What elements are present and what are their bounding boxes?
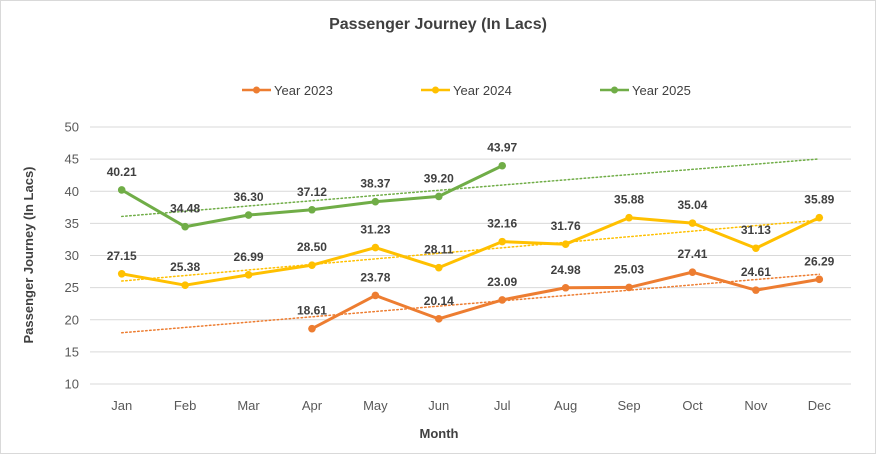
data-label-year-2024-sep: 35.88 — [614, 193, 644, 207]
data-point-year-2023-jul[interactable] — [498, 296, 507, 304]
data-label-year-2024-mar: 26.99 — [234, 250, 264, 264]
x-axis-title: Month — [420, 426, 459, 441]
x-tick-label-jun: Jun — [428, 398, 449, 413]
data-point-year-2023-dec[interactable] — [815, 275, 824, 284]
data-point-year-2024-may[interactable] — [371, 243, 380, 252]
data-point-year-2024-jan[interactable] — [117, 270, 126, 278]
y-tick-label: 40 — [65, 184, 79, 199]
legend-item-year-2025[interactable]: Year 2025 — [600, 83, 691, 98]
data-point-year-2024-nov[interactable] — [752, 244, 760, 253]
data-label-year-2024-jan: 27.15 — [107, 249, 137, 263]
data-label-year-2024-may: 31.23 — [360, 223, 390, 237]
y-tick-label: 30 — [65, 248, 79, 263]
data-point-year-2024-jul[interactable] — [498, 237, 507, 246]
plot-area: 10 15 20 25 30 35 40 45 50 Jan Feb Mar Apr May Jun Jul A… — [65, 120, 851, 413]
data-label-year-2024-jun: 28.11 — [424, 243, 454, 257]
data-point-year-2023-jun[interactable] — [434, 315, 443, 323]
y-tick-label: 50 — [65, 120, 79, 135]
data-point-year-2023-may[interactable] — [371, 291, 380, 300]
data-label-year-2023-jun: 20.14 — [424, 294, 454, 308]
y-tick-label: 25 — [65, 280, 79, 295]
trendline-year-2024 — [120, 219, 821, 282]
data-point-year-2024-dec[interactable] — [815, 213, 824, 222]
legend: Year 2023 Year 2024 Year 2025 — [242, 83, 691, 98]
legend-label-year-2023: Year 2023 — [274, 83, 333, 98]
data-label-year-2025-jan: 40.21 — [107, 165, 137, 179]
legend-item-year-2023[interactable]: Year 2023 — [242, 83, 333, 98]
y-axis-title: Passenger Journey (In Lacs) — [21, 166, 36, 343]
data-label-year-2025-jul: 43.97 — [487, 141, 517, 155]
data-point-year-2025-mar[interactable] — [244, 211, 253, 219]
chart-title: Passenger Journey (In Lacs) — [329, 16, 547, 33]
data-label-year-2024-aug: 31.76 — [551, 219, 581, 233]
data-label-year-2024-jul: 32.16 — [487, 217, 517, 231]
data-label-year-2023-aug: 24.98 — [551, 263, 581, 277]
data-point-year-2024-jun[interactable] — [434, 263, 443, 272]
data-label-year-2024-oct: 35.04 — [677, 198, 707, 212]
x-tick-label-oct: Oct — [682, 398, 703, 413]
data-point-year-2024-mar[interactable] — [244, 271, 253, 279]
data-point-year-2023-apr[interactable] — [308, 324, 316, 333]
data-label-year-2025-apr: 37.12 — [297, 185, 327, 199]
data-point-year-2023-sep[interactable] — [625, 283, 633, 292]
x-tick-label-nov: Nov — [744, 398, 768, 413]
data-point-year-2023-nov[interactable] — [752, 286, 760, 294]
x-tick-label-may: May — [363, 398, 388, 413]
data-label-year-2024-feb: 25.38 — [170, 260, 200, 274]
data-label-year-2023-dec: 26.29 — [804, 254, 834, 268]
y-tick-label: 15 — [65, 344, 79, 359]
data-label-year-2023-sep: 25.03 — [614, 262, 644, 276]
data-point-year-2025-jun[interactable] — [434, 192, 443, 201]
legend-marker-year-2025 — [611, 86, 618, 94]
x-tick-label-mar: Mar — [237, 398, 260, 413]
x-tick-label-apr: Apr — [302, 398, 323, 413]
data-point-year-2024-sep[interactable] — [625, 213, 633, 222]
data-label-year-2023-may: 23.78 — [360, 270, 390, 284]
x-tick-label-aug: Aug — [554, 398, 577, 413]
data-label-year-2024-apr: 28.50 — [297, 240, 327, 254]
legend-label-year-2025: Year 2025 — [632, 83, 691, 98]
data-point-year-2024-oct[interactable] — [688, 219, 697, 227]
trendline-year-2025 — [120, 158, 821, 218]
data-label-year-2025-jun: 39.20 — [424, 171, 454, 185]
x-tick-label-jul: Jul — [494, 398, 511, 413]
data-label-year-2023-nov: 24.61 — [741, 265, 771, 279]
data-label-year-2024-nov: 31.13 — [741, 223, 771, 237]
legend-marker-year-2024 — [432, 86, 439, 94]
data-point-year-2024-apr[interactable] — [308, 261, 316, 269]
x-tick-label-dec: Dec — [808, 398, 832, 413]
data-point-year-2024-feb[interactable] — [181, 281, 189, 289]
series-line-year-2024 — [120, 216, 821, 287]
y-tick-label: 35 — [65, 216, 79, 231]
data-point-year-2025-feb[interactable] — [181, 222, 189, 231]
data-label-year-2025-may: 38.37 — [360, 177, 390, 191]
legend-label-year-2024: Year 2024 — [453, 83, 512, 98]
legend-item-year-2024[interactable]: Year 2024 — [421, 83, 512, 98]
x-tick-label-sep: Sep — [617, 398, 640, 413]
trendline-year-2023 — [120, 273, 821, 334]
data-label-year-2024-dec: 35.89 — [804, 193, 834, 207]
x-tick-label-jan: Jan — [111, 398, 132, 413]
data-point-year-2023-aug[interactable] — [561, 283, 570, 292]
data-label-year-2023-oct: 27.41 — [677, 247, 707, 261]
y-tick-label: 20 — [65, 312, 79, 327]
data-point-year-2025-may[interactable] — [371, 197, 380, 206]
data-label-year-2023-apr: 18.61 — [297, 304, 327, 318]
y-tick-label: 10 — [65, 377, 79, 392]
data-point-year-2025-jul[interactable] — [498, 161, 507, 170]
data-point-year-2025-apr[interactable] — [308, 205, 316, 214]
data-label-year-2023-jul: 23.09 — [487, 275, 517, 289]
data-label-year-2025-mar: 36.30 — [234, 190, 264, 204]
x-tick-label-feb: Feb — [174, 398, 196, 413]
data-point-year-2023-oct[interactable] — [688, 268, 697, 276]
y-tick-label: 45 — [65, 152, 79, 167]
data-label-year-2025-feb: 34.48 — [170, 202, 200, 216]
data-point-year-2024-aug[interactable] — [561, 240, 570, 248]
data-point-year-2025-jan[interactable] — [117, 186, 126, 194]
legend-marker-year-2023 — [253, 86, 260, 94]
